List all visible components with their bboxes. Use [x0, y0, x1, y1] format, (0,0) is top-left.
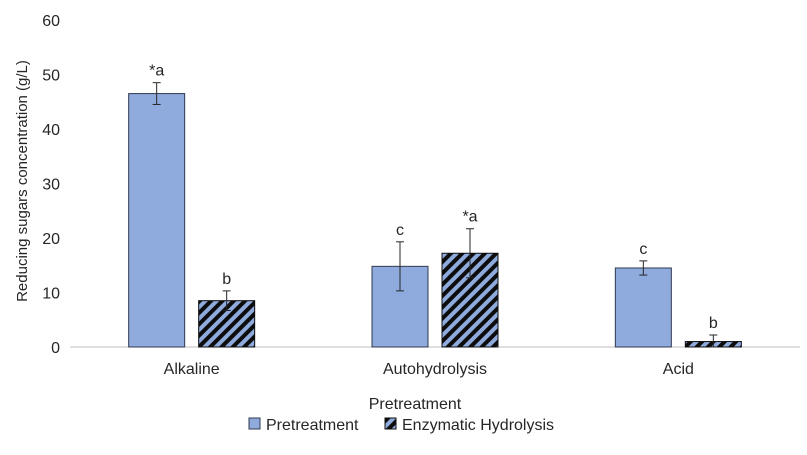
y-tick-label: 50	[42, 68, 60, 85]
x-axis-label: Pretreatment	[369, 396, 462, 413]
significance-label: b	[709, 315, 718, 332]
significance-label: b	[222, 271, 231, 288]
legend-swatch-enzymatic-hydrolysis	[384, 417, 397, 430]
y-tick-label: 0	[51, 340, 60, 357]
legend: Pretreatment Enzymatic Hydrolysis	[248, 417, 554, 434]
legend-swatch-pretreatment	[248, 417, 261, 430]
bars: *a b c *a c b	[128, 63, 742, 348]
y-tick-label: 40	[42, 122, 60, 139]
y-tick-label: 10	[42, 286, 60, 303]
y-tick-label: 30	[42, 177, 60, 194]
category-label: Acid	[663, 361, 694, 378]
y-tick-label: 20	[42, 231, 60, 248]
bar-pretreatment	[614, 267, 672, 348]
y-axis-ticks: 0 10 20 30 40 50 60	[42, 13, 60, 357]
significance-label: *a	[462, 209, 477, 226]
y-tick-label: 60	[42, 13, 60, 30]
category-label: Autohydrolysis	[383, 361, 487, 378]
category-labels: Alkaline Autohydrolysis Acid	[164, 361, 694, 378]
significance-label: *a	[149, 63, 164, 80]
y-axis-label: Reducing sugars concentration (g/L)	[14, 60, 31, 302]
legend-label-enzymatic-hydrolysis: Enzymatic Hydrolysis	[402, 417, 554, 434]
significance-label: c	[639, 241, 647, 258]
significance-label: c	[396, 222, 404, 239]
bar-enzymatic-hydrolysis	[441, 252, 499, 348]
bar-pretreatment	[128, 93, 186, 348]
legend-label-pretreatment: Pretreatment	[266, 417, 359, 434]
category-label: Alkaline	[164, 361, 220, 378]
